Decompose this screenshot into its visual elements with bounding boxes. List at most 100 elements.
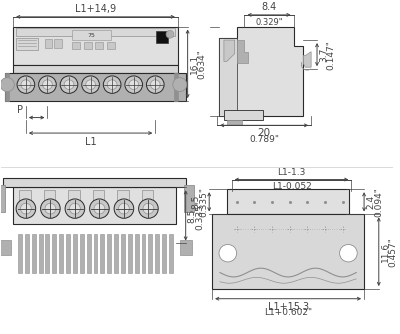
Bar — [227, 120, 242, 125]
Bar — [142, 234, 146, 273]
Text: L1: L1 — [85, 137, 96, 147]
Text: L1-1.3: L1-1.3 — [277, 168, 306, 177]
Bar — [107, 42, 115, 49]
Bar — [227, 189, 349, 214]
Circle shape — [129, 80, 138, 90]
Bar — [174, 73, 178, 101]
Text: 0.335": 0.335" — [199, 187, 208, 217]
Bar — [142, 190, 153, 202]
Circle shape — [65, 199, 85, 218]
Circle shape — [173, 78, 187, 92]
Circle shape — [60, 76, 78, 93]
Bar — [121, 234, 125, 273]
Bar — [66, 234, 70, 273]
Circle shape — [82, 76, 100, 93]
Circle shape — [90, 199, 109, 218]
Bar — [184, 185, 194, 212]
Text: 0.147": 0.147" — [327, 40, 336, 69]
Bar — [44, 190, 55, 202]
Circle shape — [0, 78, 14, 92]
Bar — [32, 234, 36, 273]
Text: 8.4: 8.4 — [261, 2, 277, 12]
Bar — [117, 190, 129, 202]
Bar — [156, 31, 168, 43]
Text: 0.457": 0.457" — [388, 237, 398, 267]
Bar — [5, 73, 186, 101]
Bar — [114, 234, 118, 273]
Polygon shape — [237, 40, 248, 63]
Text: 11.6: 11.6 — [381, 242, 390, 262]
Circle shape — [219, 244, 237, 262]
Circle shape — [64, 80, 74, 90]
Bar — [84, 42, 92, 49]
Bar — [18, 234, 22, 273]
Text: L1+15.3: L1+15.3 — [268, 302, 309, 312]
Circle shape — [340, 244, 357, 262]
Circle shape — [107, 80, 117, 90]
Bar — [16, 28, 175, 36]
Bar — [73, 234, 77, 273]
Bar — [13, 26, 178, 65]
Circle shape — [43, 80, 52, 90]
Text: 2.4: 2.4 — [366, 195, 375, 209]
Bar — [72, 42, 80, 49]
Bar — [96, 42, 103, 49]
Circle shape — [86, 80, 96, 90]
Text: 0.329": 0.329" — [255, 18, 283, 27]
Text: L1-0.052: L1-0.052 — [272, 182, 312, 191]
Bar — [87, 234, 90, 273]
Bar — [5, 73, 9, 101]
Circle shape — [139, 199, 158, 218]
Circle shape — [21, 80, 31, 90]
Text: L1+0.602": L1+0.602" — [264, 308, 312, 317]
Polygon shape — [219, 26, 303, 116]
Circle shape — [146, 76, 164, 93]
Circle shape — [40, 199, 60, 218]
Text: 16.1: 16.1 — [190, 54, 198, 74]
Text: 8.5: 8.5 — [192, 195, 200, 209]
Circle shape — [150, 80, 160, 90]
Bar — [212, 214, 364, 289]
Bar — [155, 234, 159, 273]
Circle shape — [39, 76, 56, 93]
Bar — [180, 239, 192, 255]
Circle shape — [103, 76, 121, 93]
Bar — [72, 30, 111, 40]
Bar — [59, 234, 63, 273]
Text: 0.789": 0.789" — [249, 135, 279, 144]
Circle shape — [166, 30, 174, 38]
Bar — [219, 38, 237, 116]
Bar — [13, 65, 178, 73]
Bar — [39, 234, 42, 273]
Polygon shape — [303, 52, 311, 67]
Bar — [16, 38, 38, 50]
Bar — [3, 178, 186, 187]
Bar — [80, 234, 84, 273]
Bar — [54, 39, 62, 48]
Bar — [25, 234, 29, 273]
Circle shape — [94, 203, 105, 214]
Text: L1+14,9: L1+14,9 — [75, 4, 116, 14]
Text: P: P — [17, 105, 23, 115]
Bar — [92, 190, 104, 202]
Bar — [148, 234, 152, 273]
Bar — [94, 234, 98, 273]
Bar — [68, 190, 80, 202]
Circle shape — [118, 203, 129, 214]
Circle shape — [17, 76, 35, 93]
Text: 3.7: 3.7 — [319, 47, 328, 62]
Bar — [107, 234, 111, 273]
Bar — [0, 239, 11, 255]
Bar — [46, 234, 50, 273]
Circle shape — [114, 199, 134, 218]
Circle shape — [143, 203, 154, 214]
Text: 20: 20 — [258, 128, 271, 138]
Bar — [224, 110, 263, 120]
Circle shape — [45, 203, 56, 214]
Bar — [44, 39, 52, 48]
Circle shape — [125, 76, 142, 93]
Bar — [135, 234, 139, 273]
Text: 8.5: 8.5 — [188, 208, 197, 222]
Text: 0.094": 0.094" — [374, 187, 383, 217]
Circle shape — [20, 203, 31, 214]
